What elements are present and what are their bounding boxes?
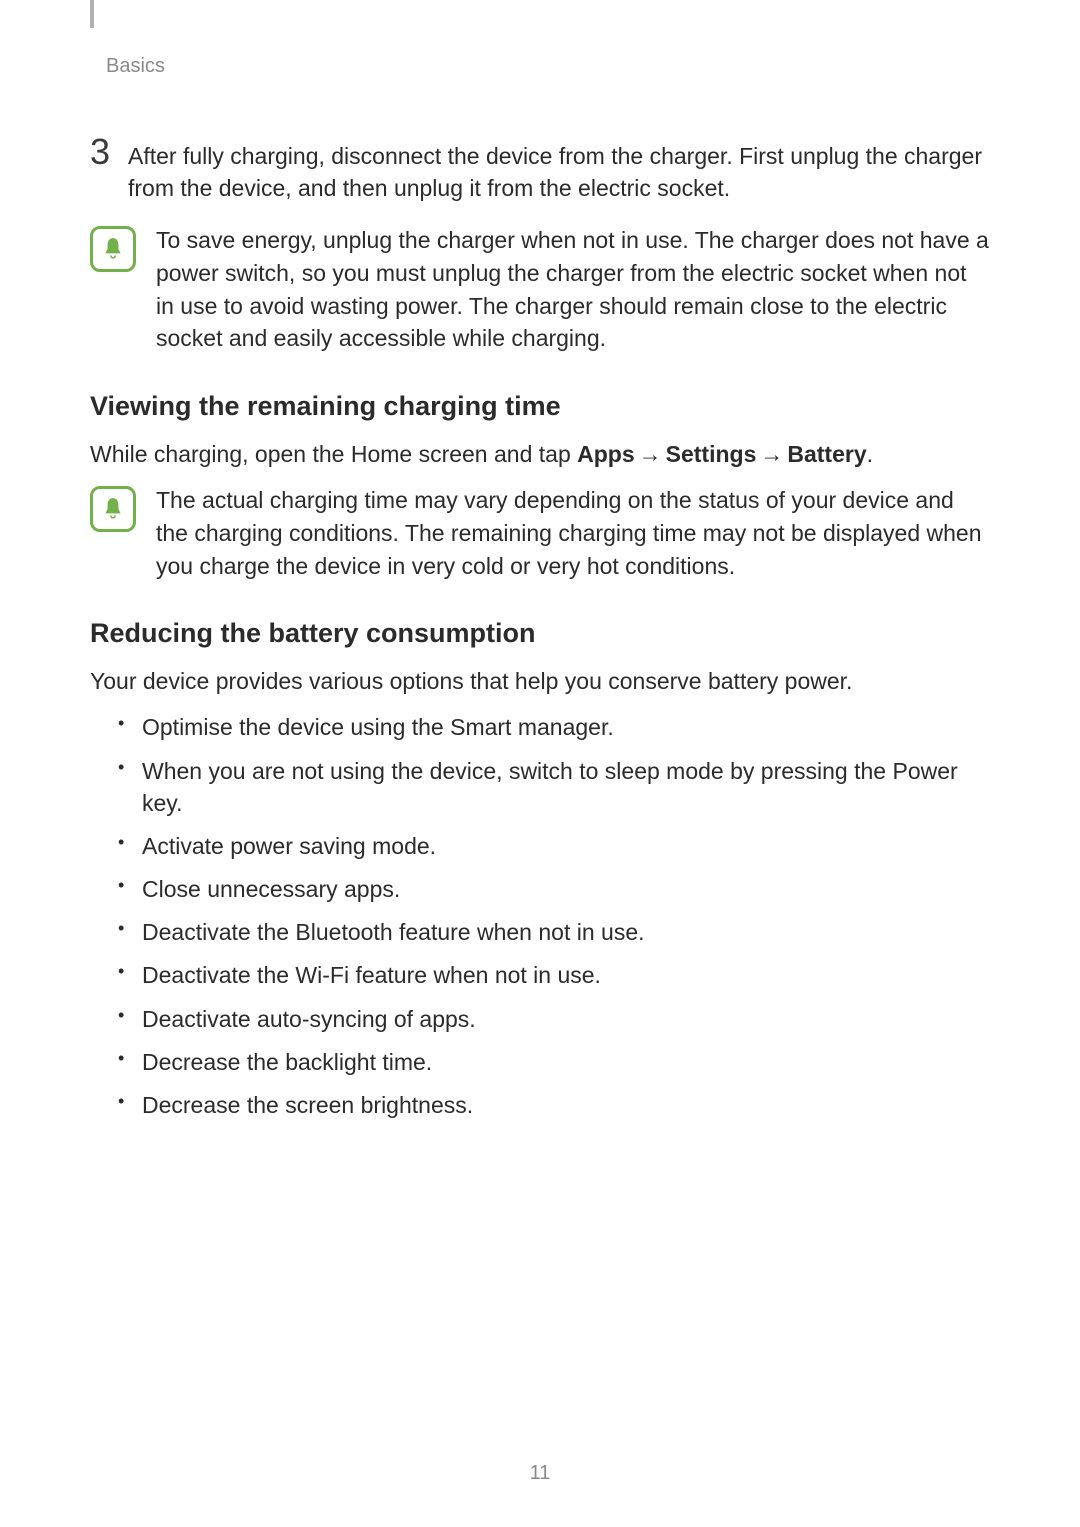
note-text: The actual charging time may vary depend…	[156, 484, 990, 582]
section-heading: Viewing the remaining charging time	[90, 391, 990, 422]
step-text: After fully charging, disconnect the dev…	[128, 140, 990, 204]
list-item: Activate power saving mode.	[118, 830, 990, 862]
list-item: Close unnecessary apps.	[118, 873, 990, 905]
section-intro: While charging, open the Home screen and…	[90, 438, 990, 470]
page: Basics 3 After fully charging, disconnec…	[0, 0, 1080, 1527]
list-item: Decrease the backlight time.	[118, 1046, 990, 1078]
section-reducing-consumption: Reducing the battery consumption Your de…	[90, 618, 990, 1121]
nav-settings: Settings	[666, 441, 757, 467]
bell-icon-svg	[100, 496, 126, 522]
page-number: 11	[0, 1462, 1080, 1485]
arrow-icon: →	[635, 441, 666, 467]
list-item: When you are not using the device, switc…	[118, 755, 990, 819]
list-item: Deactivate the Wi-Fi feature when not in…	[118, 959, 990, 991]
list-item: Deactivate the Bluetooth feature when no…	[118, 916, 990, 948]
tips-list: Optimise the device using the Smart mana…	[90, 711, 990, 1121]
note-block: The actual charging time may vary depend…	[90, 484, 990, 582]
nav-apps: Apps	[577, 441, 635, 467]
arrow-icon: →	[756, 441, 787, 467]
note-block: To save energy, unplug the charger when …	[90, 224, 990, 355]
section-viewing-time: Viewing the remaining charging time Whil…	[90, 391, 990, 582]
intro-prefix: While charging, open the Home screen and…	[90, 441, 577, 467]
list-item: Deactivate auto-syncing of apps.	[118, 1003, 990, 1035]
bell-icon-svg	[100, 236, 126, 262]
period: .	[867, 441, 873, 467]
section-heading: Reducing the battery consumption	[90, 618, 990, 649]
header-corner-mark	[90, 0, 94, 28]
nav-battery: Battery	[787, 441, 866, 467]
bell-icon	[90, 486, 136, 532]
list-item: Decrease the screen brightness.	[118, 1089, 990, 1121]
section-header-label: Basics	[106, 55, 165, 78]
list-item: Optimise the device using the Smart mana…	[118, 711, 990, 743]
numbered-step: 3 After fully charging, disconnect the d…	[90, 140, 990, 204]
bell-icon	[90, 226, 136, 272]
note-text: To save energy, unplug the charger when …	[156, 224, 990, 355]
step-number: 3	[90, 134, 114, 170]
page-content: 3 After fully charging, disconnect the d…	[90, 140, 990, 1121]
section-intro: Your device provides various options tha…	[90, 665, 990, 697]
